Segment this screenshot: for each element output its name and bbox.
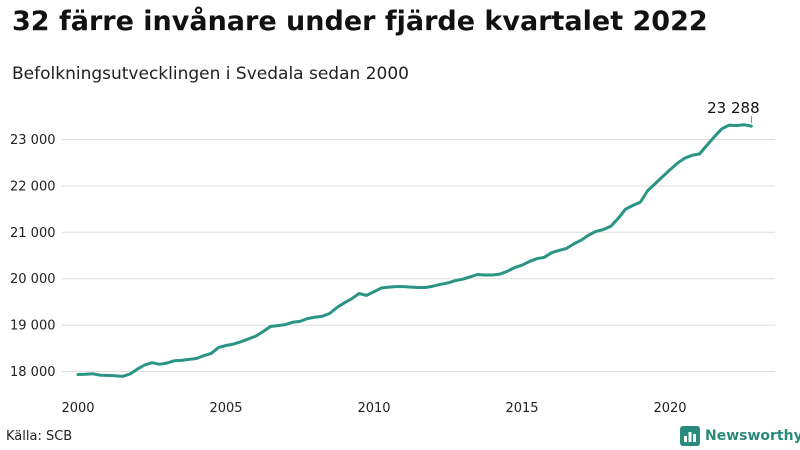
x-tick-label: 2000 xyxy=(61,401,94,416)
source-note: Källa: SCB xyxy=(6,429,73,444)
gridlines xyxy=(62,139,775,372)
chart-subtitle: Befolkningsutvecklingen i Svedala sedan … xyxy=(12,64,409,84)
y-tick-label: 22 000 xyxy=(10,179,56,194)
x-axis-labels: 2000 2005 2010 2015 2020 xyxy=(61,401,686,416)
y-tick-label: 21 000 xyxy=(10,226,56,241)
x-tick-label: 2015 xyxy=(505,401,538,416)
y-axis-labels: 18 000 19 000 20 000 21 000 22 000 23 000 xyxy=(10,133,56,380)
y-tick-label: 20 000 xyxy=(10,272,56,287)
x-tick-label: 2020 xyxy=(653,401,686,416)
y-tick-label: 19 000 xyxy=(10,319,56,334)
y-tick-label: 23 000 xyxy=(10,133,56,148)
population-line xyxy=(76,123,753,378)
end-value-label: 23 288 xyxy=(707,99,760,117)
chart-title: 32 färre invånare under fjärde kvartalet… xyxy=(12,6,708,37)
y-tick-label: 18 000 xyxy=(10,365,56,380)
x-tick-label: 2010 xyxy=(357,401,390,416)
brand-logo: Newsworthy xyxy=(680,425,800,447)
brand-name: Newsworthy xyxy=(705,428,800,444)
x-tick-label: 2005 xyxy=(209,401,242,416)
newsworthy-logo-icon xyxy=(680,426,700,446)
